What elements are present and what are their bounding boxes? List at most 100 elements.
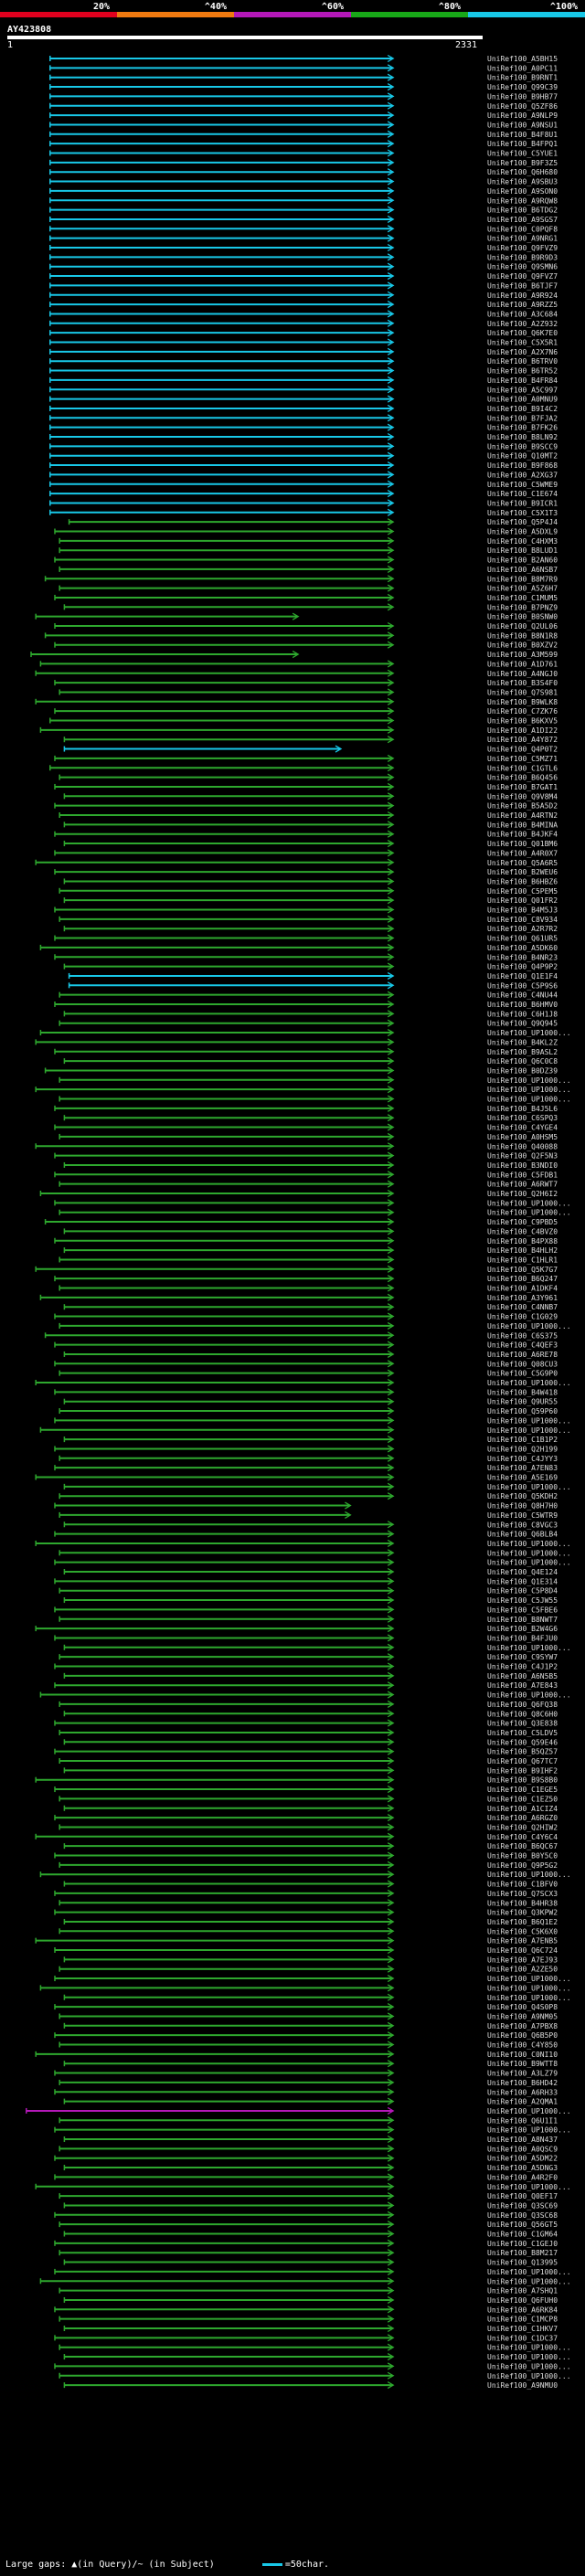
hit-label[interactable]: UniRef100_UP1000... bbox=[487, 1379, 571, 1387]
hit-row[interactable]: UniRef100_B6TJF7 bbox=[49, 281, 558, 290]
hit-row[interactable]: UniRef100_B4FJU0 bbox=[54, 1634, 558, 1642]
hit-label[interactable]: UniRef100_A2ZE50 bbox=[487, 1966, 558, 1974]
hit-label[interactable]: UniRef100_A3M599 bbox=[487, 651, 558, 659]
hit-row[interactable]: UniRef100_A7SHQ1 bbox=[58, 2286, 558, 2295]
hit-row[interactable]: UniRef100_A7E843 bbox=[54, 1681, 558, 1690]
hit-label[interactable]: UniRef100_A6RE78 bbox=[487, 1351, 558, 1359]
hit-label[interactable]: UniRef100_A6RH33 bbox=[487, 2088, 558, 2096]
hit-row[interactable]: UniRef100_Q2UL06 bbox=[54, 621, 558, 631]
hit-label[interactable]: UniRef100_A6RGZ0 bbox=[487, 1814, 558, 1822]
hit-label[interactable]: UniRef100_C4JYY3 bbox=[487, 1455, 558, 1463]
hit-label[interactable]: UniRef100_C9SYW7 bbox=[487, 1653, 558, 1661]
hit-row[interactable]: UniRef100_A3Y961 bbox=[39, 1293, 558, 1302]
hit-label[interactable]: UniRef100_A9NSU1 bbox=[487, 121, 558, 129]
hit-label[interactable]: UniRef100_A9NLP9 bbox=[487, 111, 558, 120]
hit-label[interactable]: UniRef100_C1MUM5 bbox=[487, 594, 558, 602]
hit-row[interactable]: UniRef100_B9ASL2 bbox=[54, 1047, 558, 1056]
hit-row[interactable]: UniRef100_Q8H7H0 bbox=[54, 1501, 558, 1511]
hit-row[interactable]: UniRef100_Q5ZF86 bbox=[49, 101, 558, 111]
hit-row[interactable]: UniRef100_Q8C6H0 bbox=[63, 1710, 558, 1718]
hit-row[interactable]: UniRef100_A5BH15 bbox=[49, 54, 558, 63]
hit-label[interactable]: UniRef100_A7PBX8 bbox=[487, 2022, 558, 2030]
hit-row[interactable]: UniRef100_B2AN60 bbox=[54, 556, 558, 565]
hit-row[interactable]: UniRef100_Q67TC7 bbox=[58, 1756, 558, 1765]
hit-row[interactable]: UniRef100_B9HB77 bbox=[49, 92, 558, 101]
hit-row[interactable]: UniRef100_Q4E124 bbox=[63, 1567, 558, 1576]
hit-row[interactable]: UniRef100_Q3SC68 bbox=[54, 2210, 558, 2220]
hit-row[interactable]: UniRef100_B9S8B0 bbox=[35, 1776, 558, 1785]
hit-label[interactable]: UniRef100_C1EZ50 bbox=[487, 1795, 558, 1803]
hit-row[interactable]: UniRef100_Q6U1I1 bbox=[58, 2116, 558, 2125]
hit-row[interactable]: UniRef100_Q9FVZ7 bbox=[49, 271, 558, 281]
hit-label[interactable]: UniRef100_B5QZ57 bbox=[487, 1748, 558, 1756]
hit-label[interactable]: UniRef100_Q1E314 bbox=[487, 1577, 558, 1585]
hit-row[interactable]: UniRef100_C1G029 bbox=[54, 1312, 558, 1321]
hit-label[interactable]: UniRef100_C4J1P2 bbox=[487, 1663, 558, 1671]
hit-label[interactable]: UniRef100_B0DZ39 bbox=[487, 1066, 558, 1075]
hit-row[interactable]: UniRef100_A9R924 bbox=[49, 291, 558, 300]
hit-label[interactable]: UniRef100_Q4S0P8 bbox=[487, 2003, 558, 2011]
hit-label[interactable]: UniRef100_A2R7R2 bbox=[487, 925, 558, 933]
hit-label[interactable]: UniRef100_Q7S981 bbox=[487, 688, 558, 696]
hit-row[interactable]: UniRef100_B6HMV0 bbox=[54, 1000, 558, 1009]
hit-row[interactable]: UniRef100_UP1000... bbox=[39, 1871, 571, 1879]
hit-label[interactable]: UniRef100_Q8H7H0 bbox=[487, 1502, 558, 1511]
hit-row[interactable]: UniRef100_B9F868 bbox=[49, 461, 558, 470]
hit-label[interactable]: UniRef100_Q4P0T2 bbox=[487, 746, 558, 754]
hit-label[interactable]: UniRef100_Q99C39 bbox=[487, 83, 558, 91]
hit-row[interactable]: UniRef100_UP1000... bbox=[58, 1549, 571, 1557]
hit-row[interactable]: UniRef100_B9WTT8 bbox=[63, 2060, 558, 2068]
hit-label[interactable]: UniRef100_B4F8U1 bbox=[487, 131, 558, 139]
hit-label[interactable]: UniRef100_A9NMU0 bbox=[487, 2381, 558, 2390]
hit-label[interactable]: UniRef100_C5K6X0 bbox=[487, 1927, 558, 1935]
hit-row[interactable]: UniRef100_B4MINA bbox=[63, 821, 558, 829]
hit-label[interactable]: UniRef100_UP1000... bbox=[487, 1076, 571, 1085]
hit-row[interactable]: UniRef100_B6KXV5 bbox=[49, 716, 558, 726]
hit-row[interactable]: UniRef100_UP1000... bbox=[63, 1643, 571, 1652]
hit-label[interactable]: UniRef100_A0MNU9 bbox=[487, 396, 558, 404]
hit-row[interactable]: UniRef100_A9NMU0 bbox=[63, 2381, 558, 2390]
hit-row[interactable]: UniRef100_B9I4C2 bbox=[49, 404, 558, 413]
hit-row[interactable]: UniRef100_C1B1P2 bbox=[63, 1436, 558, 1444]
hit-label[interactable]: UniRef100_Q3KPW2 bbox=[487, 1909, 558, 1917]
hit-label[interactable]: UniRef100_B2W4G6 bbox=[487, 1625, 558, 1633]
hit-label[interactable]: UniRef100_UP1000... bbox=[487, 1691, 571, 1700]
hit-label[interactable]: UniRef100_UP1000... bbox=[487, 1096, 571, 1104]
hit-row[interactable]: UniRef100_Q6K7E0 bbox=[49, 329, 558, 337]
hit-row[interactable]: UniRef100_UP1000... bbox=[63, 1993, 571, 2002]
hit-label[interactable]: UniRef100_B6TDG2 bbox=[487, 207, 558, 215]
hit-label[interactable]: UniRef100_C6S375 bbox=[487, 1331, 558, 1340]
hit-label[interactable]: UniRef100_C1G029 bbox=[487, 1313, 558, 1321]
hit-row[interactable]: UniRef100_Q6FUH0 bbox=[63, 2295, 558, 2305]
hit-row[interactable]: UniRef100_UP1000... bbox=[39, 1691, 571, 1700]
hit-row[interactable]: UniRef100_C1DC37 bbox=[54, 2334, 558, 2342]
hit-row[interactable]: UniRef100_Q5K7G7 bbox=[35, 1265, 558, 1274]
hit-row[interactable]: UniRef100_B7GAT1 bbox=[54, 782, 558, 791]
hit-row[interactable]: UniRef100_A1D761 bbox=[39, 660, 558, 668]
hit-row[interactable]: UniRef100_A5DK60 bbox=[39, 943, 558, 952]
hit-row[interactable]: UniRef100_Q7SCX3 bbox=[54, 1889, 558, 1898]
hit-row[interactable]: UniRef100_Q01BM6 bbox=[63, 839, 558, 848]
hit-label[interactable]: UniRef100_B7GAT1 bbox=[487, 783, 558, 791]
hit-label[interactable]: UniRef100_Q5A6R5 bbox=[487, 859, 558, 867]
hit-row[interactable]: UniRef100_A0PC11 bbox=[49, 64, 558, 72]
hit-row[interactable]: UniRef100_A6RK84 bbox=[54, 2306, 558, 2314]
hit-label[interactable]: UniRef100_C1GM64 bbox=[487, 2231, 558, 2239]
hit-label[interactable]: UniRef100_B6TRV0 bbox=[487, 357, 558, 366]
hit-label[interactable]: UniRef100_A7SHQ1 bbox=[487, 2287, 558, 2295]
hit-label[interactable]: UniRef100_Q2H199 bbox=[487, 1445, 558, 1453]
hit-label[interactable]: UniRef100_B5A5D2 bbox=[487, 802, 558, 811]
hit-row[interactable]: UniRef100_A2XG37 bbox=[49, 471, 558, 479]
hit-label[interactable]: UniRef100_A9NM05 bbox=[487, 2012, 558, 2020]
hit-row[interactable]: UniRef100_Q5A6R5 bbox=[35, 858, 558, 867]
hit-label[interactable]: UniRef100_A0QSC9 bbox=[487, 2145, 558, 2153]
hit-row[interactable]: UniRef100_C8VGC3 bbox=[63, 1521, 558, 1529]
hit-row[interactable]: UniRef100_C5MZ71 bbox=[54, 754, 558, 763]
hit-label[interactable]: UniRef100_Q59E46 bbox=[487, 1738, 558, 1746]
hit-row[interactable]: UniRef100_A7EJ93 bbox=[63, 1956, 558, 1964]
hit-label[interactable]: UniRef100_B8N1R8 bbox=[487, 631, 558, 640]
hit-label[interactable]: UniRef100_Q9P5G2 bbox=[487, 1861, 558, 1870]
hit-label[interactable]: UniRef100_C1GEJ0 bbox=[487, 2240, 558, 2248]
hit-row[interactable]: UniRef100_B5A5D2 bbox=[54, 801, 558, 811]
hit-label[interactable]: UniRef100_B8LUD1 bbox=[487, 546, 558, 555]
